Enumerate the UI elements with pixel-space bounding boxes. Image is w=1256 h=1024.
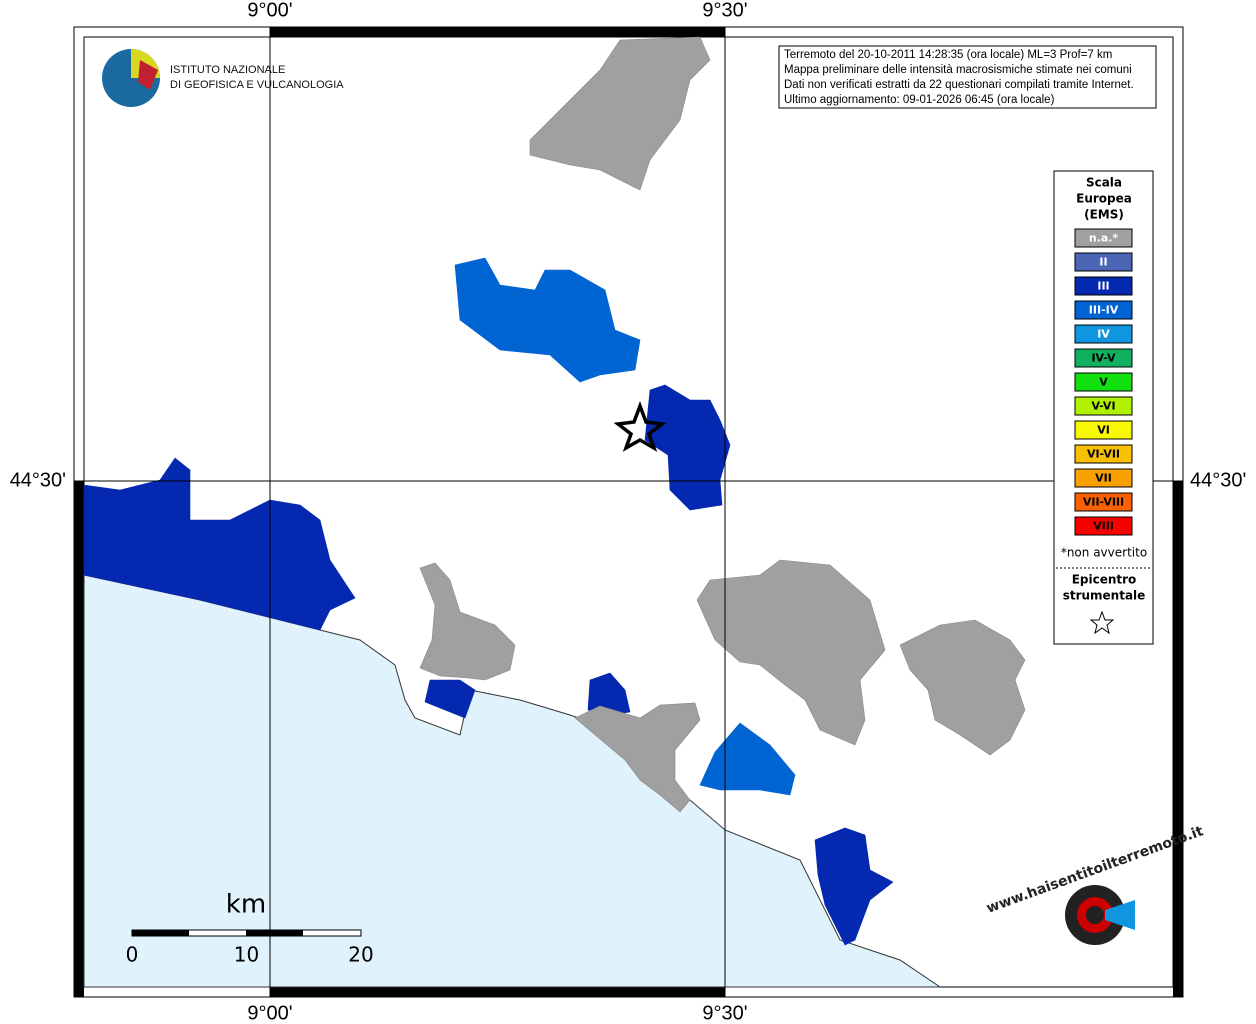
legend-label: VII	[1095, 472, 1112, 485]
lon-label: 9°00'	[247, 0, 292, 21]
institute-line: DI GEOFISICA E VULCANOLOGIA	[170, 79, 344, 91]
legend-label: VI-VII	[1087, 448, 1120, 461]
region	[454, 257, 641, 383]
legend-swatch	[1074, 516, 1133, 536]
legend-swatch	[1074, 372, 1133, 392]
lon-label: 9°30'	[702, 0, 747, 21]
site-logo	[1086, 906, 1104, 924]
legend-title: Scala	[1086, 176, 1122, 190]
legend-epicenter-label: Epicentro	[1072, 573, 1137, 587]
legend-label: IV-V	[1091, 352, 1116, 365]
legend-label: III-IV	[1089, 304, 1119, 317]
scale-label: 20	[348, 943, 373, 967]
legend-label: III	[1097, 280, 1109, 293]
legend-label: V	[1099, 376, 1108, 389]
info-box	[778, 45, 1157, 109]
lat-label: 44°30'	[1190, 469, 1246, 491]
scale-bar-seg	[132, 930, 189, 936]
info-line: Ultimo aggiornamento: 09-01-2026 06:45 (…	[784, 94, 1055, 106]
frame-bar	[74, 481, 84, 997]
scale-bar-seg	[246, 930, 303, 936]
region	[419, 562, 516, 681]
legend-swatch	[1074, 276, 1133, 296]
legend-epicenter-label: strumentale	[1063, 589, 1146, 603]
legend-label: VI	[1097, 424, 1110, 437]
frame-bar	[270, 27, 725, 37]
scale-labels: 0 10 20	[126, 943, 374, 967]
region	[587, 672, 631, 716]
legend-label: VII-VIII	[1083, 496, 1124, 509]
region	[696, 559, 886, 746]
region	[699, 722, 796, 796]
institute-line: ISTITUTO NAZIONALE	[170, 64, 285, 76]
region	[644, 384, 731, 511]
ingv-logo-part	[138, 60, 158, 90]
legend-swatch	[1074, 420, 1133, 440]
legend-title: Europea	[1076, 192, 1132, 206]
region	[529, 36, 711, 191]
legend-swatch	[1074, 228, 1133, 248]
frame-bar	[270, 987, 725, 997]
legend-label: V-VI	[1091, 400, 1115, 413]
legend-epicenter	[1089, 610, 1115, 635]
legend-items: ScalaEuropea(EMS)n.a.*IIIIIIII-IVIVIV-VV…	[1061, 176, 1147, 603]
legend-swatch	[1074, 492, 1133, 512]
legend-label: IV	[1097, 328, 1110, 341]
scale-label: 10	[234, 943, 259, 967]
info-lines: Terremoto del 20-10-2011 14:28:35 (ora l…	[784, 49, 1134, 106]
legend-swatch	[1074, 444, 1133, 464]
site-logo	[1105, 900, 1135, 930]
epicenter	[613, 401, 667, 452]
lat-label: 44°30'	[10, 469, 66, 491]
legend-label: n.a.*	[1089, 232, 1119, 245]
legend-label: VIII	[1093, 520, 1114, 533]
region	[814, 827, 894, 946]
region	[574, 702, 701, 813]
legend-swatch	[1074, 348, 1133, 368]
legend-swatch	[1074, 324, 1133, 344]
info-line: Mappa preliminare delle intensità macros…	[784, 64, 1132, 76]
legend-footnote: *non avvertito	[1061, 546, 1147, 560]
scale-unit: km	[226, 890, 266, 920]
info-line: Dati non verificati estratti da 22 quest…	[784, 79, 1134, 91]
sea	[83, 574, 942, 988]
region	[83, 457, 356, 631]
legend-label: II	[1099, 256, 1107, 269]
legend-swatch	[1074, 468, 1133, 488]
region	[899, 619, 1026, 756]
legend-swatch	[1074, 252, 1133, 272]
lon-label: 9°30'	[702, 1002, 747, 1024]
legend-swatch	[1074, 396, 1133, 416]
legend-title: (EMS)	[1084, 208, 1124, 222]
legend-swatch	[1074, 300, 1133, 320]
info-line: Terremoto del 20-10-2011 14:28:35 (ora l…	[784, 49, 1112, 61]
region	[424, 679, 476, 719]
lon-label: 9°00'	[247, 1002, 292, 1024]
frame-bar	[1173, 481, 1183, 997]
scale-label: 0	[126, 943, 139, 967]
